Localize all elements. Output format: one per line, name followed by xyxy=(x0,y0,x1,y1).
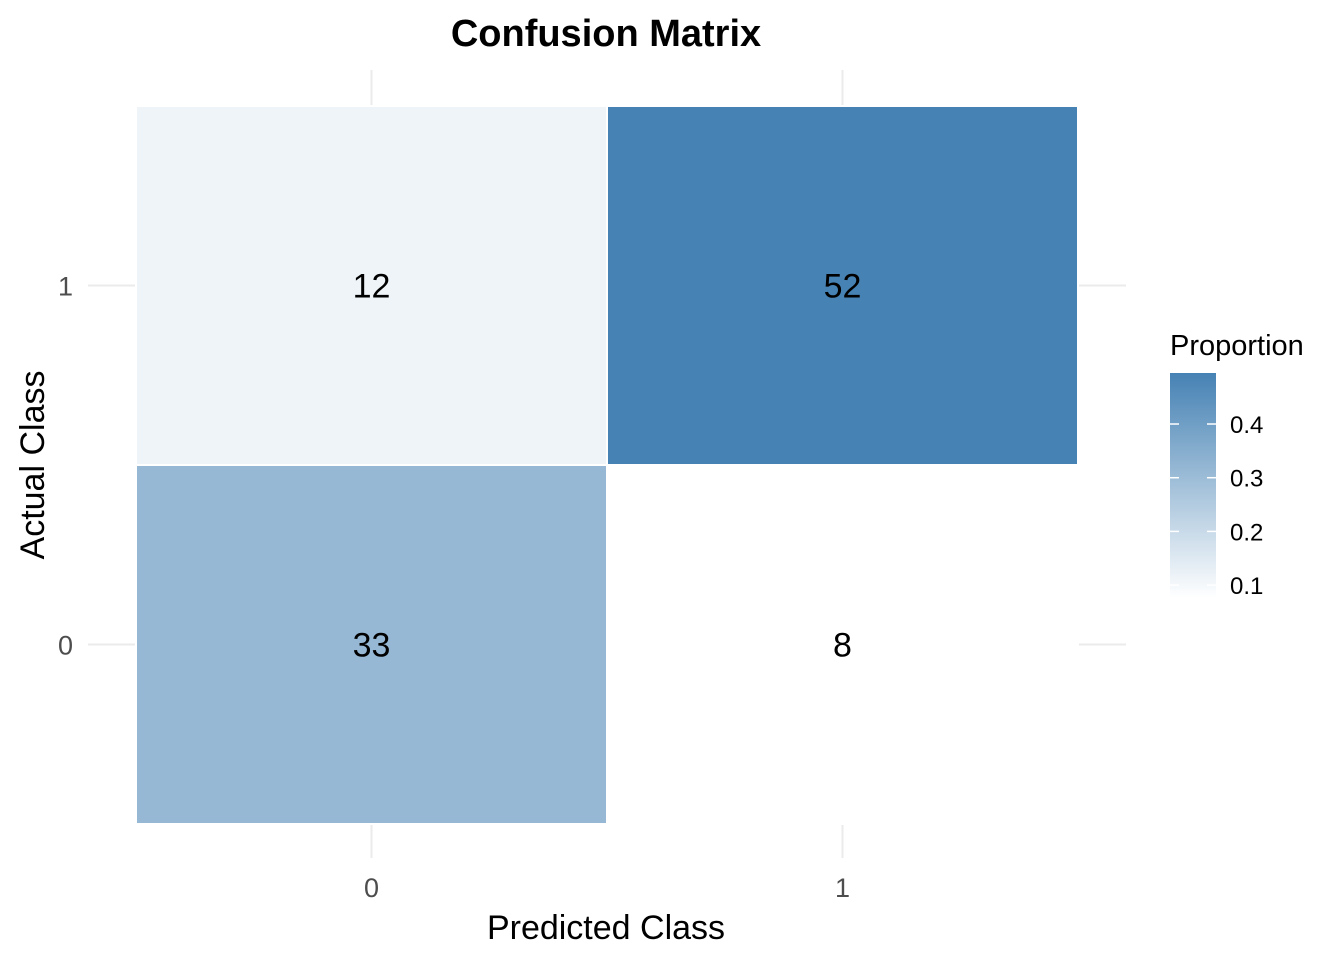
legend-tick-label: 0.2 xyxy=(1230,519,1263,546)
legend: Proportion 0.1 0.2 0.3 0.4 xyxy=(1170,330,1304,600)
x-tick-label: 1 xyxy=(835,873,850,903)
legend-tick-label: 0.1 xyxy=(1230,573,1263,600)
cell-count-label: 12 xyxy=(353,268,391,306)
legend-tick-label: 0.3 xyxy=(1230,466,1263,493)
y-axis-title: Actual Class xyxy=(14,371,52,560)
y-tick-label: 1 xyxy=(58,272,73,302)
legend-ticks: 0.1 0.2 0.3 0.4 xyxy=(1170,412,1263,600)
legend-title: Proportion xyxy=(1170,330,1304,362)
cells-layer xyxy=(135,105,1079,825)
cell-count-label: 8 xyxy=(833,627,852,665)
legend-colorbar xyxy=(1170,373,1216,598)
x-axis-title: Predicted Class xyxy=(487,909,725,947)
cell-count-label: 33 xyxy=(353,627,391,665)
cell-count-label: 52 xyxy=(824,268,862,306)
heatmap-cell xyxy=(606,464,1079,825)
labels-layer: 12 52 33 8 xyxy=(353,268,862,665)
heatmap-cell xyxy=(135,105,608,466)
heatmap-cell xyxy=(135,464,608,825)
legend-tick-label: 0.4 xyxy=(1230,412,1263,439)
chart-title: Confusion Matrix xyxy=(451,13,761,55)
x-tick-label: 0 xyxy=(364,873,379,903)
y-tick-label: 0 xyxy=(58,631,73,661)
axis-layer: 0 1 0 1 xyxy=(58,272,850,904)
